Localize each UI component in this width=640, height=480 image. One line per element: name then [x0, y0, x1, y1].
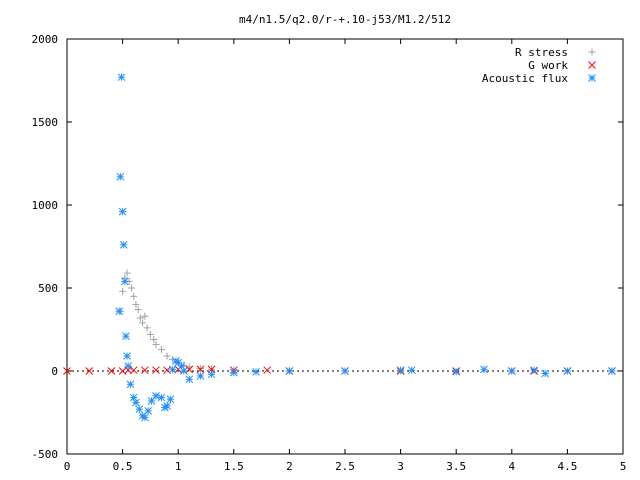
x-tick-label: 1.5	[224, 460, 244, 473]
data-point	[136, 314, 144, 322]
data-point	[63, 367, 71, 375]
data-point	[141, 312, 149, 320]
data-point	[168, 365, 177, 374]
legend-marker	[588, 74, 596, 82]
data-point	[140, 366, 149, 375]
data-point	[132, 398, 140, 407]
data-point	[179, 367, 188, 375]
data-point	[196, 372, 205, 380]
x-tick-label: 2.5	[335, 460, 355, 473]
y-tick-label: 2000	[32, 33, 59, 46]
data-point	[530, 366, 538, 375]
data-point	[140, 413, 149, 422]
data-point	[480, 365, 488, 374]
data-point	[166, 395, 175, 404]
data-point	[341, 367, 349, 375]
data-point	[608, 367, 616, 375]
data-point	[207, 370, 216, 379]
data-point	[150, 335, 158, 343]
data-point	[158, 345, 166, 353]
legend-label: Acoustic flux	[482, 72, 568, 85]
data-point	[263, 366, 272, 375]
x-tick-label: 0.5	[113, 460, 133, 473]
data-point	[124, 362, 133, 370]
data-point	[452, 367, 461, 376]
series-layer	[63, 73, 616, 422]
data-point	[139, 319, 147, 327]
x-tick-label: 0	[64, 460, 71, 473]
data-point	[135, 405, 144, 414]
data-point	[196, 365, 204, 373]
legend-marker	[588, 61, 596, 69]
data-point	[117, 73, 126, 82]
data-point	[126, 380, 135, 389]
data-point	[541, 369, 550, 378]
y-tick-label: 1000	[32, 199, 59, 212]
data-point	[152, 340, 160, 348]
x-tick-label: 5	[620, 460, 627, 473]
data-point	[132, 301, 140, 309]
data-point	[396, 366, 405, 375]
legend-label: R stress	[515, 46, 568, 59]
data-point	[563, 367, 572, 375]
data-point	[407, 366, 416, 375]
data-point	[507, 367, 516, 375]
data-point	[143, 324, 151, 332]
data-point	[118, 207, 127, 216]
data-point	[152, 366, 160, 375]
data-point	[116, 172, 125, 181]
data-point	[130, 292, 138, 300]
x-tick-label: 1	[175, 460, 182, 473]
data-point	[115, 307, 124, 316]
y-tick-label: 1500	[32, 116, 59, 129]
y-axis: -500 0 500 1000 1500 2000	[32, 33, 623, 461]
data-point	[152, 392, 160, 400]
data-point	[129, 366, 138, 375]
data-point	[185, 375, 194, 384]
data-point	[144, 406, 153, 415]
data-point	[107, 367, 116, 375]
x-tick-label: 2	[286, 460, 293, 473]
data-point	[119, 287, 127, 295]
data-point	[157, 393, 166, 402]
legend-label: G work	[528, 59, 568, 72]
data-point	[163, 402, 171, 410]
series-star	[115, 73, 616, 422]
y-tick-label: 500	[38, 282, 58, 295]
x-axis: 0 0.5 1 1.5 2 2.5 3 3.5 4 4.5 5	[64, 39, 627, 473]
data-point	[123, 269, 131, 277]
y-tick-label: 0	[51, 365, 58, 378]
chart-title: m4/n1.5/q2.0/r-+.10-j53/M1.2/512	[239, 13, 451, 26]
data-point	[122, 332, 130, 340]
y-tick-label: -500	[32, 448, 59, 461]
x-tick-label: 4.5	[557, 460, 577, 473]
data-point	[252, 367, 260, 376]
data-point	[196, 365, 205, 374]
x-tick-label: 4	[508, 460, 515, 473]
data-point	[185, 365, 194, 374]
data-point	[229, 368, 238, 377]
data-point	[163, 352, 171, 360]
x-tick-label: 3.5	[446, 460, 466, 473]
x-tick-label: 3	[397, 460, 404, 473]
data-point	[134, 306, 142, 314]
data-point	[146, 330, 154, 338]
data-point	[85, 367, 94, 375]
data-point	[285, 367, 294, 375]
data-point	[123, 352, 131, 360]
legend-marker	[588, 48, 596, 56]
data-point	[119, 240, 128, 249]
data-point	[127, 284, 135, 292]
series-plus	[116, 269, 616, 375]
data-point	[120, 277, 129, 286]
